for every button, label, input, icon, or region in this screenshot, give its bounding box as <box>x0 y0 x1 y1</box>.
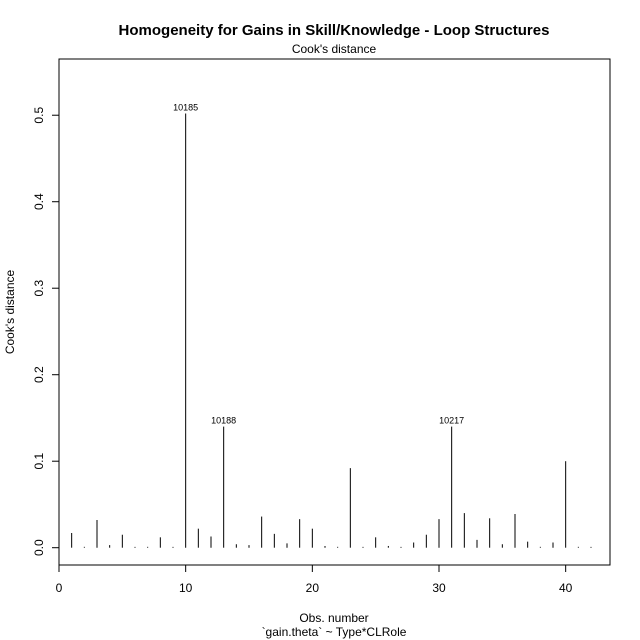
x-tick-label: 40 <box>559 581 573 595</box>
x-axis-label: Obs. number <box>299 611 368 625</box>
x-tick-label: 30 <box>432 581 446 595</box>
x-tick-label: 20 <box>306 581 320 595</box>
y-tick-label: 0.0 <box>32 539 46 556</box>
point-annotation: 10188 <box>211 416 236 426</box>
x-axis-formula: `gain.theta` ~ Type*CLRole <box>262 625 407 639</box>
point-annotations: 10185 10188 10217 <box>173 102 464 425</box>
y-tick-label: 0.2 <box>32 366 46 383</box>
chart-title: Homogeneity for Gains in Skill/Knowledge… <box>119 22 550 39</box>
data-bars <box>71 113 592 548</box>
chart-subtitle: Cook's distance <box>292 42 377 56</box>
x-axis: 0 10 20 30 40 <box>56 564 573 595</box>
y-tick-label: 0.3 <box>32 280 46 297</box>
y-tick-label: 0.5 <box>32 107 46 124</box>
y-axis-label: Cook's distance <box>3 270 17 355</box>
y-tick-label: 0.4 <box>32 193 46 210</box>
y-axis: 0.0 0.1 0.2 0.3 0.4 0.5 <box>32 107 60 556</box>
x-tick-label: 0 <box>56 581 63 595</box>
point-annotation: 10217 <box>439 416 464 426</box>
x-tick-label: 10 <box>179 581 193 595</box>
y-tick-label: 0.1 <box>32 453 46 470</box>
plot-frame <box>58 58 611 566</box>
point-annotation: 10185 <box>173 102 198 112</box>
